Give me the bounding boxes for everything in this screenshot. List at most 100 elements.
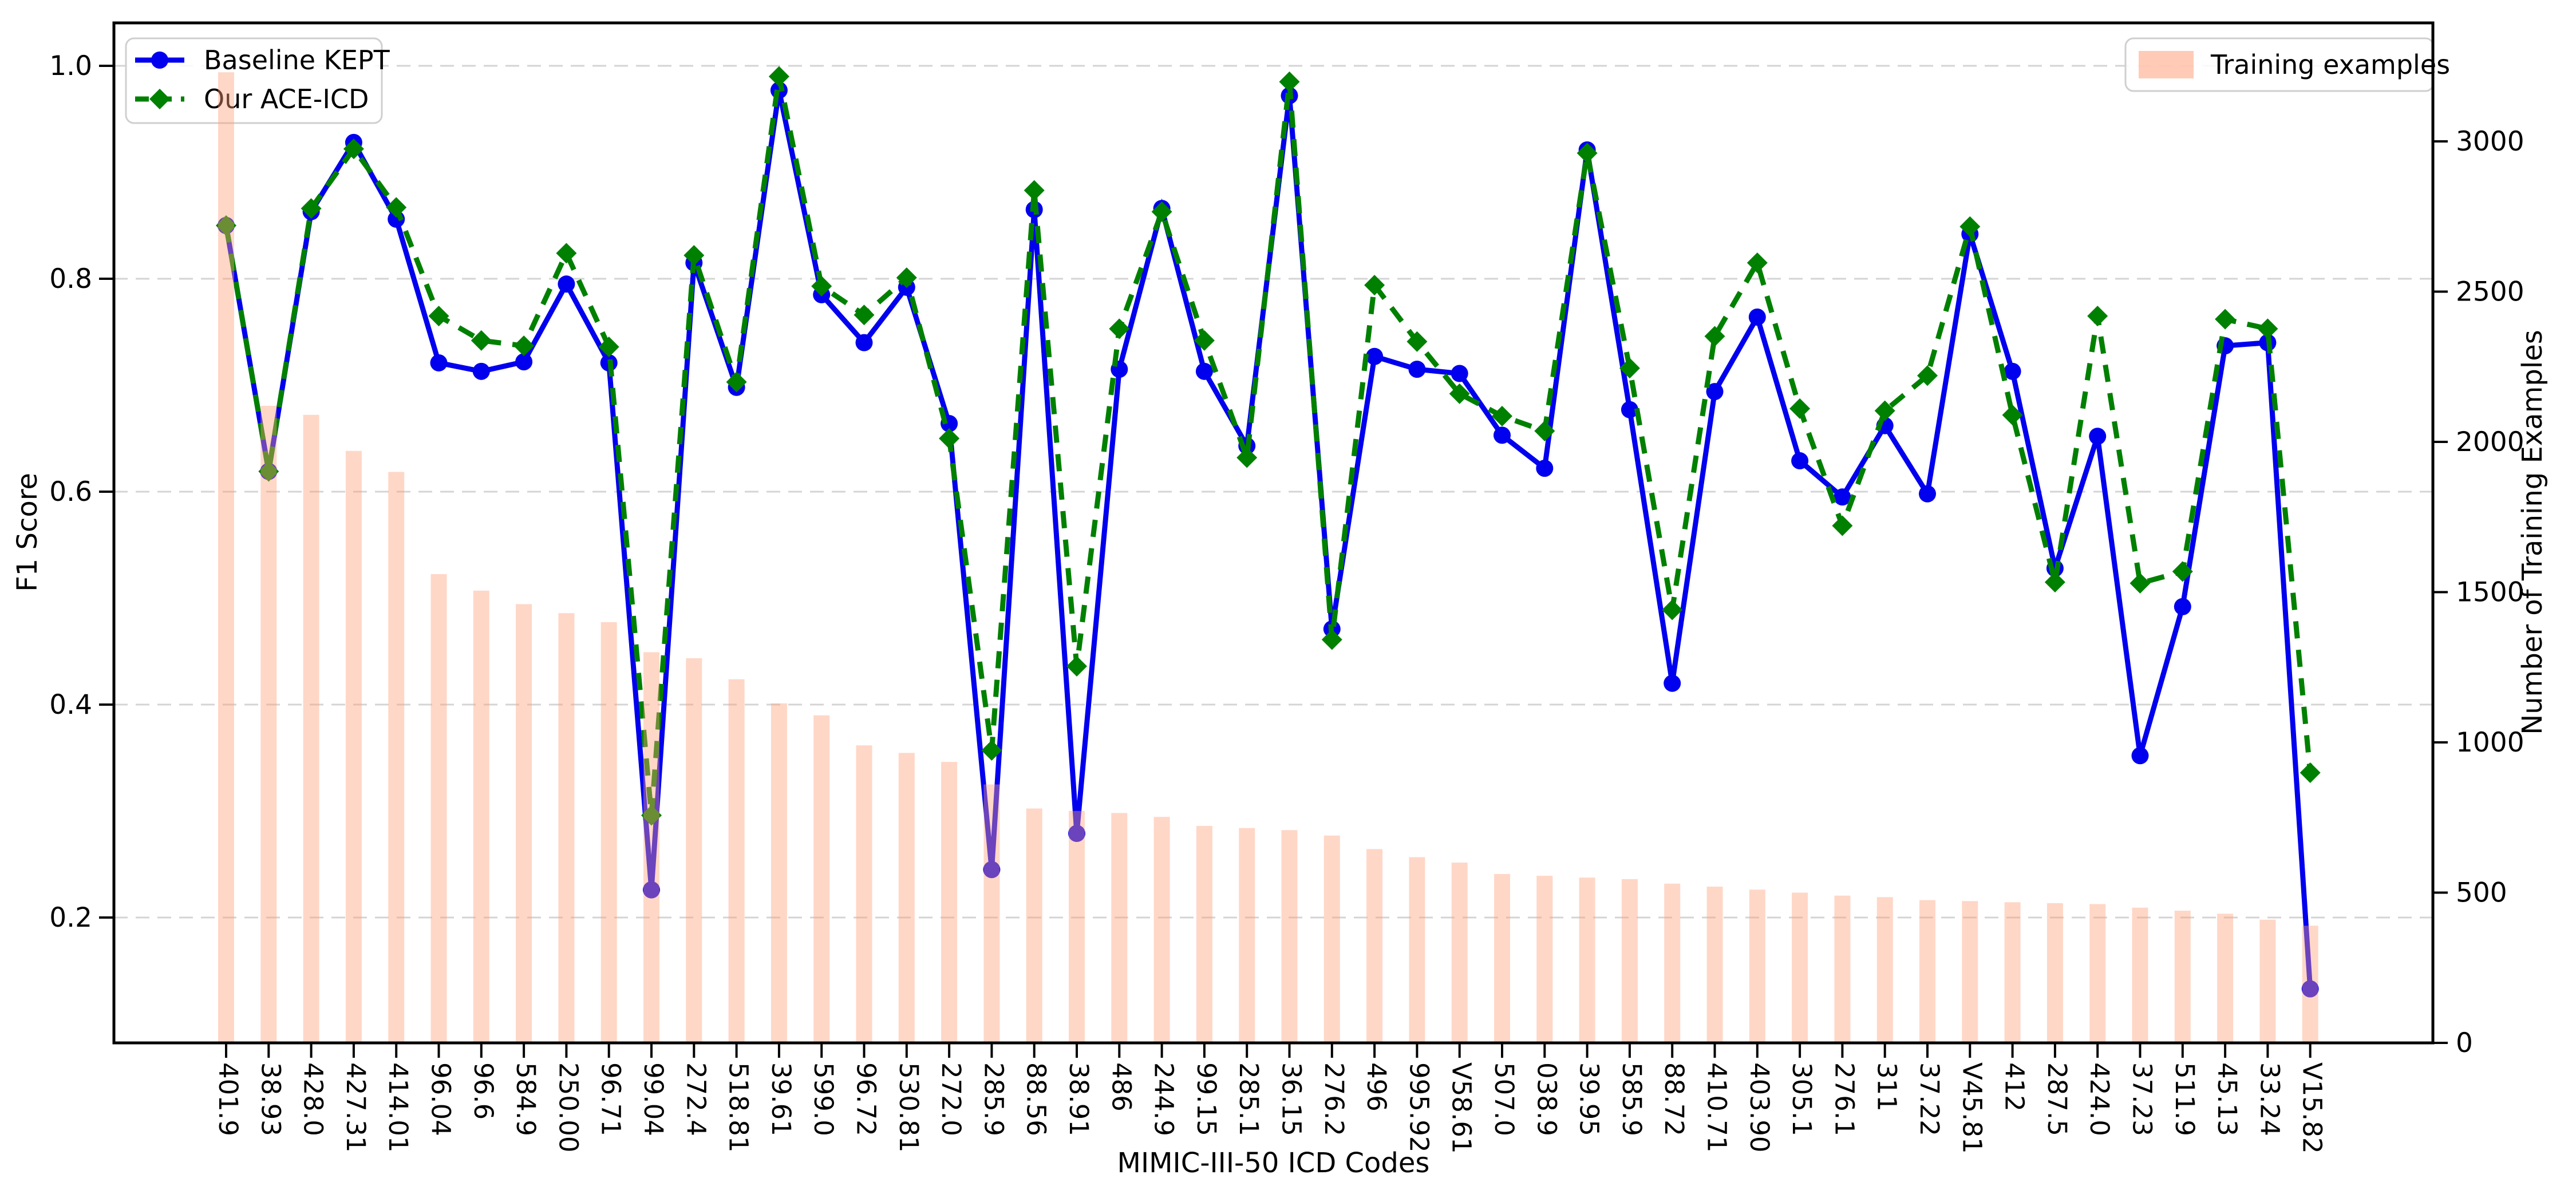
x-tick-label: 428.0 bbox=[298, 1062, 329, 1136]
ace-icd-marker bbox=[726, 371, 747, 393]
x-tick-label: 427.31 bbox=[341, 1062, 371, 1152]
ace-icd-marker bbox=[1151, 201, 1172, 222]
training-examples-bar bbox=[856, 745, 872, 1043]
x-tick-label: 96.72 bbox=[851, 1062, 882, 1136]
training-examples-bar bbox=[430, 574, 447, 1043]
x-tick-label: 96.71 bbox=[596, 1062, 626, 1136]
ace-icd-marker bbox=[471, 330, 492, 351]
baseline-kept-marker bbox=[1621, 401, 1638, 418]
ace-icd-marker bbox=[896, 267, 917, 288]
training-examples-bar bbox=[2004, 902, 2021, 1043]
baseline-kept-marker bbox=[1408, 361, 1426, 378]
x-tick-label: 88.56 bbox=[1021, 1062, 1052, 1136]
x-tick-label: 285.1 bbox=[1234, 1062, 1264, 1136]
x-tick-label: 276.1 bbox=[1829, 1062, 1859, 1136]
x-tick-label: 995.92 bbox=[1404, 1062, 1434, 1152]
training-examples-bar bbox=[2089, 904, 2106, 1043]
x-tick-label: 39.95 bbox=[1574, 1062, 1605, 1136]
training-examples-bar bbox=[1451, 863, 1468, 1043]
gridlines bbox=[114, 65, 2433, 919]
series-our-ace-icd bbox=[216, 66, 2321, 826]
ace-icd-marker bbox=[1747, 252, 1768, 274]
x-tick-label: 585.9 bbox=[1617, 1062, 1647, 1136]
x-tick-label: 305.1 bbox=[1787, 1062, 1817, 1136]
y-right-tick-label: 1500 bbox=[2456, 577, 2524, 608]
ace-icd-marker bbox=[1066, 656, 1087, 677]
baseline-kept-marker bbox=[1834, 488, 1851, 506]
training-examples-bar bbox=[1069, 810, 1085, 1043]
baseline-kept-marker bbox=[2301, 980, 2319, 998]
baseline-kept-marker bbox=[1664, 674, 1681, 692]
baseline-kept-marker bbox=[2004, 362, 2021, 380]
x-tick-label: 401.9 bbox=[213, 1062, 243, 1136]
ace-icd-marker bbox=[1406, 331, 1428, 352]
training-examples-bar bbox=[1323, 835, 1340, 1043]
ace-icd-marker bbox=[598, 337, 619, 358]
ace-icd-marker bbox=[2087, 306, 2108, 327]
training-examples-bar bbox=[2046, 903, 2063, 1043]
training-examples-bar bbox=[941, 762, 958, 1043]
y-right-tick-label: 1000 bbox=[2456, 727, 2524, 758]
x-tick-label: 37.22 bbox=[1914, 1062, 1945, 1136]
training-examples-bar bbox=[1706, 887, 1723, 1043]
baseline-kept-marker bbox=[855, 334, 873, 351]
training-examples-bar bbox=[1111, 813, 1128, 1043]
y-right-tick-label: 500 bbox=[2456, 877, 2507, 909]
baseline-kept-marker bbox=[1791, 452, 1809, 470]
x-tick-label: 96.6 bbox=[468, 1062, 499, 1120]
baseline-kept-marker bbox=[515, 353, 533, 371]
legend-bar-swatch-icon bbox=[2139, 51, 2194, 78]
plot-frame bbox=[112, 21, 2435, 1045]
legend-right: Training examples bbox=[2124, 37, 2450, 92]
baseline-kept-marker bbox=[1068, 825, 1085, 843]
x-tick-label: V15.82 bbox=[2297, 1062, 2328, 1154]
x-tick-label: 038.9 bbox=[1531, 1062, 1562, 1136]
training-examples-bar bbox=[516, 604, 532, 1043]
training-examples-bar bbox=[813, 715, 830, 1043]
training-examples-bar bbox=[2174, 911, 2191, 1043]
ace-icd-marker bbox=[343, 139, 364, 160]
ace-icd-marker bbox=[1534, 420, 1555, 441]
ace-icd-line bbox=[223, 76, 2313, 816]
ace-icd-marker bbox=[513, 335, 535, 357]
training-examples-bar bbox=[1749, 889, 1765, 1043]
y-left-tick-label: 0.8 bbox=[49, 263, 92, 295]
x-axis-title: MIMIC-III-50 ICD Codes bbox=[1117, 1147, 1430, 1179]
axes: 0.2 0.4 0.6 0.8 1.0 0 500 1000 1500 2000 2500 3000 4… bbox=[11, 21, 2549, 1179]
training-examples-bar bbox=[643, 652, 659, 1043]
x-tick-label: 530.81 bbox=[894, 1062, 924, 1152]
x-tick-label: 511.9 bbox=[2170, 1062, 2200, 1136]
x-tick-label: 311 bbox=[1872, 1062, 1902, 1112]
training-examples-bar bbox=[1536, 876, 1553, 1043]
training-examples-bar bbox=[345, 450, 362, 1043]
ace-icd-marker bbox=[2215, 309, 2236, 330]
ace-icd-marker bbox=[556, 243, 577, 264]
training-examples-bar bbox=[218, 72, 234, 1043]
ace-icd-marker bbox=[301, 198, 322, 219]
ace-icd-marker bbox=[216, 215, 236, 236]
training-examples-bar bbox=[2259, 919, 2276, 1043]
training-examples-bar bbox=[1239, 828, 1255, 1043]
x-tick-label: 518.81 bbox=[724, 1062, 754, 1152]
x-tick-label: 507.0 bbox=[1489, 1062, 1519, 1136]
training-examples-bar bbox=[1792, 892, 1808, 1043]
series-baseline-kept bbox=[218, 81, 2319, 998]
ace-icd-marker bbox=[1364, 275, 1385, 296]
baseline-kept-marker bbox=[1451, 365, 1468, 382]
x-tick-label: 39.61 bbox=[766, 1062, 796, 1136]
y-left-tick-label: 0.6 bbox=[49, 476, 92, 508]
training-examples-bar bbox=[1494, 873, 1510, 1043]
legend-kept-label: Baseline KEPT bbox=[204, 45, 390, 76]
baseline-kept-marker bbox=[1366, 347, 1384, 365]
training-examples-bar bbox=[600, 622, 617, 1043]
training-examples-bar bbox=[558, 613, 575, 1043]
baseline-kept-marker bbox=[1706, 383, 1724, 401]
x-tick-label: 496 bbox=[1361, 1062, 1392, 1112]
ace-icd-marker bbox=[258, 461, 279, 482]
training-examples-bar bbox=[1876, 897, 1893, 1043]
x-tick-label: 584.9 bbox=[511, 1062, 541, 1136]
ace-icd-marker bbox=[2129, 572, 2151, 594]
ace-icd-marker bbox=[2300, 762, 2321, 784]
